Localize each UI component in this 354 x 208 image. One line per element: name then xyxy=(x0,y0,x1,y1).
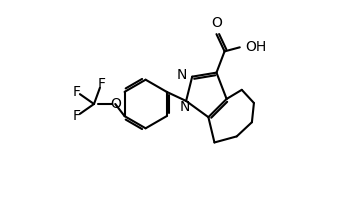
Text: F: F xyxy=(73,109,81,123)
Text: F: F xyxy=(73,85,81,99)
Text: F: F xyxy=(97,77,105,91)
Text: N: N xyxy=(177,68,187,82)
Text: O: O xyxy=(211,16,222,30)
Text: OH: OH xyxy=(245,40,267,54)
Text: N: N xyxy=(180,100,190,114)
Text: O: O xyxy=(110,97,121,111)
